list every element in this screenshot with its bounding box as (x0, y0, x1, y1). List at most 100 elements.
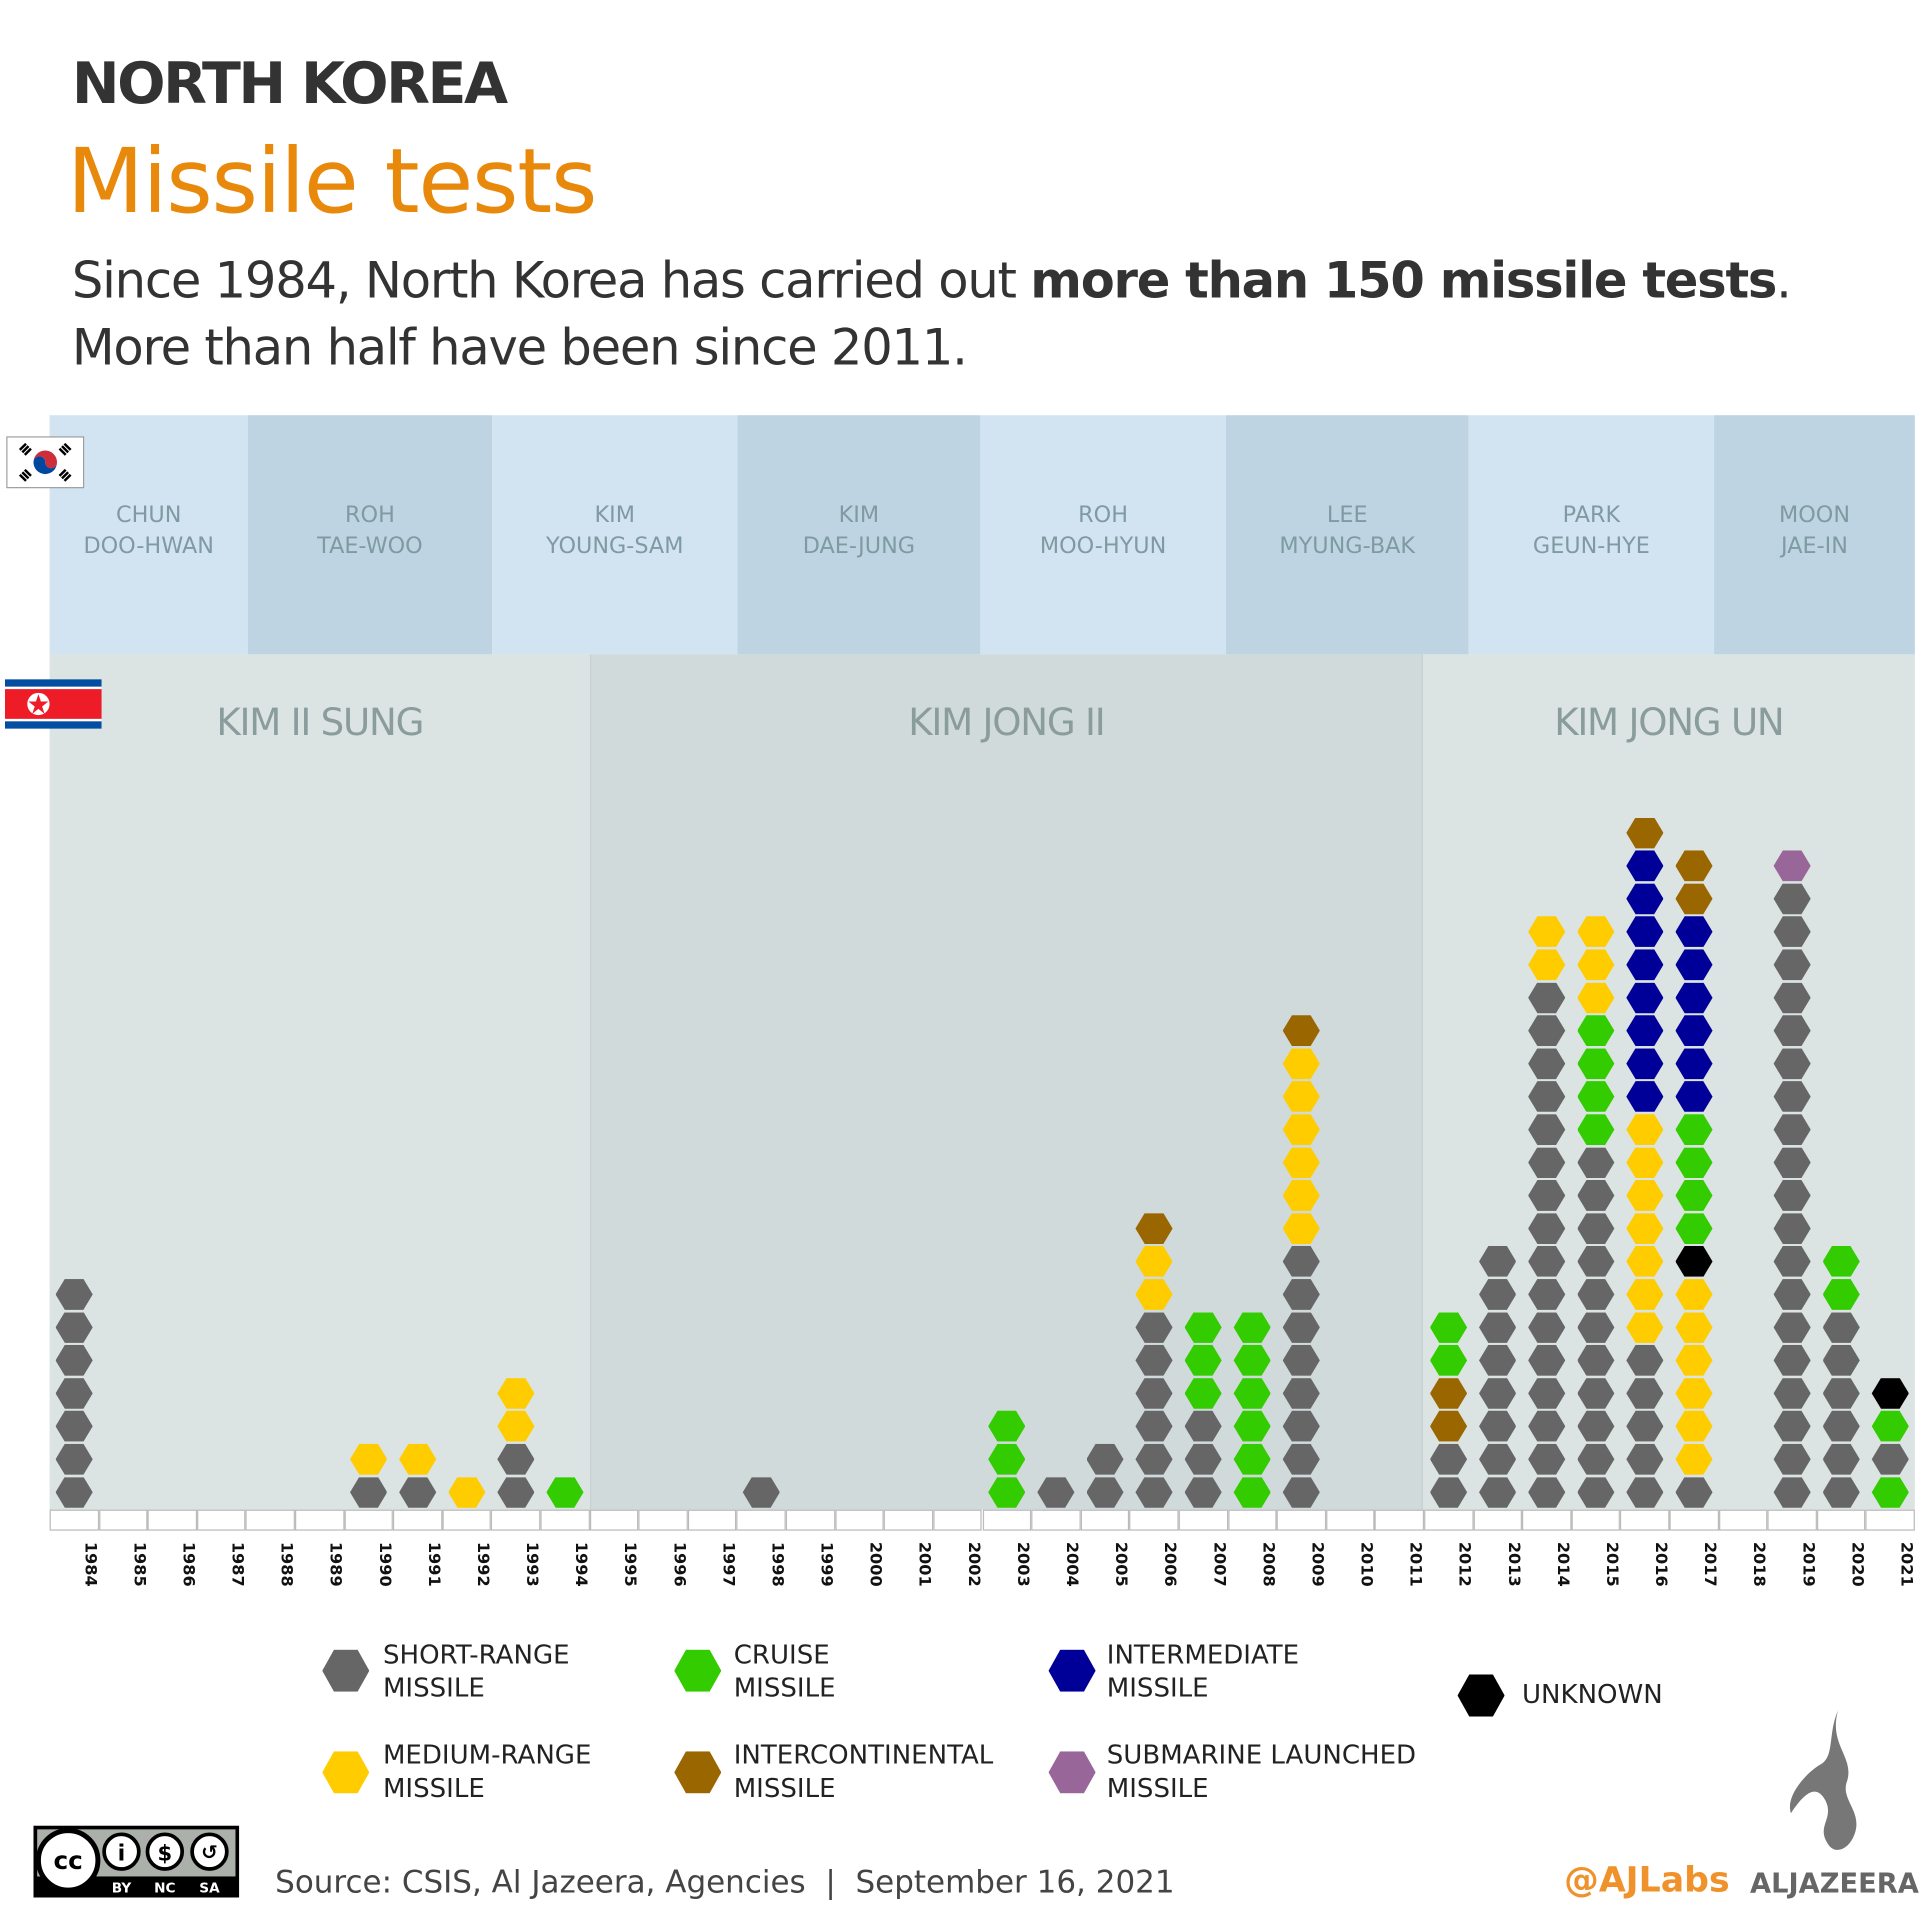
legend-label: INTERCONTINENTAL MISSILE (734, 1739, 1056, 1806)
year-cell (1767, 1509, 1817, 1531)
year-tick-label: 2017 (1700, 1541, 1719, 1587)
missile-test-hex-CR (1577, 1015, 1615, 1047)
year-tick-label: 2019 (1798, 1541, 1817, 1587)
al-jazeera-wordmark: ALJAZEERA (1750, 1869, 1919, 1901)
legend-label-line2: MISSILE (382, 1673, 485, 1703)
year-tick-label: 1996 (669, 1541, 688, 1587)
year-cell (736, 1509, 786, 1531)
year-tick-label: 2002 (963, 1541, 983, 1587)
year-tick-label: 2021 (1896, 1541, 1916, 1587)
source-note: Source: CSIS, Al Jazeera, Agencies | Sep… (275, 1864, 1175, 1901)
leader-name: KIM JONG II (908, 701, 1105, 745)
missile-test-hex-SL (1773, 850, 1811, 882)
subtitle-bold: more than 150 missile tests (1030, 252, 1777, 310)
al-jazeera-logo-icon (1789, 1710, 1857, 1850)
year-cell (1325, 1509, 1375, 1531)
ajlabs-handle: @AJLabs (1564, 1859, 1730, 1901)
president-name-line1: PARK (1562, 501, 1621, 528)
missile-test-hex-IM (1626, 850, 1664, 882)
svg-text:NC: NC (154, 1881, 175, 1897)
year-cell (294, 1509, 345, 1531)
missile-test-hex-MR (1626, 1147, 1664, 1179)
chart-title: Missile tests (66, 128, 598, 234)
year-cell (1620, 1509, 1670, 1531)
year-cell (1865, 1509, 1915, 1531)
president-name-line2: GEUN-HYE (1532, 532, 1650, 559)
missile-test-hex-CR (1577, 1081, 1615, 1113)
year-cell (344, 1509, 394, 1531)
legend-label-line1: INTERCONTINENTAL (733, 1740, 994, 1770)
leader-name: KIM II SUNG (216, 701, 424, 745)
president-column: KIM YOUNG-SAM (492, 415, 738, 655)
subtitle-line-2: More than half have been since 2011. (71, 319, 968, 377)
year-tick-label: 1992 (473, 1541, 492, 1587)
year-cell (540, 1509, 590, 1531)
legend-label-line2: MISSILE (382, 1773, 485, 1804)
year-tick-label: 1999 (816, 1541, 836, 1587)
svg-text:$: $ (158, 1840, 173, 1865)
leader-name: KIM JONG UN (1554, 701, 1785, 745)
year-tick-label: 1991 (423, 1541, 443, 1587)
year-cell (834, 1509, 885, 1531)
year-cell (1276, 1509, 1326, 1531)
year-tick-label: 2015 (1602, 1541, 1621, 1587)
year-tick-label: 2018 (1749, 1541, 1768, 1587)
year-tick-label: 2010 (1356, 1541, 1376, 1587)
missile-test-hex-MR (1626, 1180, 1664, 1212)
year-tick-label: 2013 (1503, 1541, 1523, 1587)
subtitle-text: . (1776, 252, 1792, 310)
president-column: ROH TAE-WOO (247, 415, 493, 655)
president-name-line2: YOUNG-SAM (546, 532, 684, 559)
year-cell (1178, 1509, 1228, 1531)
year-tick-label: 2016 (1651, 1541, 1670, 1587)
missile-test-hex-SR (1577, 1180, 1615, 1212)
missile-test-hex-IM (1626, 1015, 1664, 1047)
year-cell (687, 1509, 737, 1531)
year-cell (589, 1509, 639, 1531)
missile-test-hex-CR (1675, 1180, 1713, 1212)
legend-label: SUBMARINE LAUNCHED MISSILE (1107, 1739, 1429, 1806)
year-cell (49, 1509, 99, 1531)
legend-label-line1: UNKNOWN (1521, 1679, 1663, 1710)
year-cell (785, 1509, 835, 1531)
missile-test-hex-IM (1626, 949, 1664, 981)
creative-commons-license-icon: cc i $ ↺ BY NC SA (33, 1825, 240, 1898)
missile-test-hex-IM (1675, 949, 1713, 981)
legend-hex-UN (1457, 1674, 1505, 1717)
year-tick-label: 2020 (1847, 1541, 1867, 1587)
svg-text:↺: ↺ (201, 1841, 218, 1864)
svg-text:BY: BY (112, 1881, 132, 1897)
president-name-line1: ROH (1078, 501, 1128, 528)
year-tick-label: 1995 (620, 1541, 639, 1587)
missile-test-hex-IM (1675, 1081, 1713, 1113)
year-tick-label: 2000 (865, 1541, 885, 1587)
year-tick-label: 2001 (914, 1541, 934, 1587)
svg-text:i: i (118, 1840, 126, 1866)
legend-label: INTERMEDIATE MISSILE (1107, 1638, 1429, 1705)
leader-era: KIM JONG II (589, 654, 1422, 1510)
legend-label: UNKNOWN (1522, 1678, 1844, 1711)
year-cell (1669, 1509, 1719, 1531)
year-tick-label: 1998 (767, 1541, 787, 1587)
year-cell (98, 1509, 148, 1531)
year-tick-label: 2012 (1454, 1541, 1474, 1587)
year-cell (1374, 1509, 1424, 1531)
year-cell (1571, 1509, 1621, 1531)
year-tick-label: 1990 (374, 1541, 394, 1587)
year-cell (245, 1509, 295, 1531)
year-cell (442, 1509, 492, 1531)
year-tick-label: 1985 (129, 1541, 148, 1587)
year-cell (491, 1509, 541, 1531)
legend-label: MEDIUM-RANGE MISSILE (383, 1739, 705, 1806)
missile-test-hex-IM (1675, 1015, 1713, 1047)
year-tick-label: 2011 (1405, 1541, 1425, 1587)
year-tick-label: 1988 (276, 1541, 296, 1587)
president-name-line2: MYUNG-BAK (1279, 532, 1416, 559)
year-cell (1031, 1509, 1081, 1531)
year-tick-label: 2007 (1209, 1541, 1228, 1587)
north-korea-flag-icon (4, 679, 102, 729)
year-cell (1816, 1509, 1866, 1531)
year-cell (982, 1509, 1032, 1531)
president-name-line2: MOO-HYUN (1039, 532, 1167, 559)
year-cell (393, 1509, 443, 1531)
